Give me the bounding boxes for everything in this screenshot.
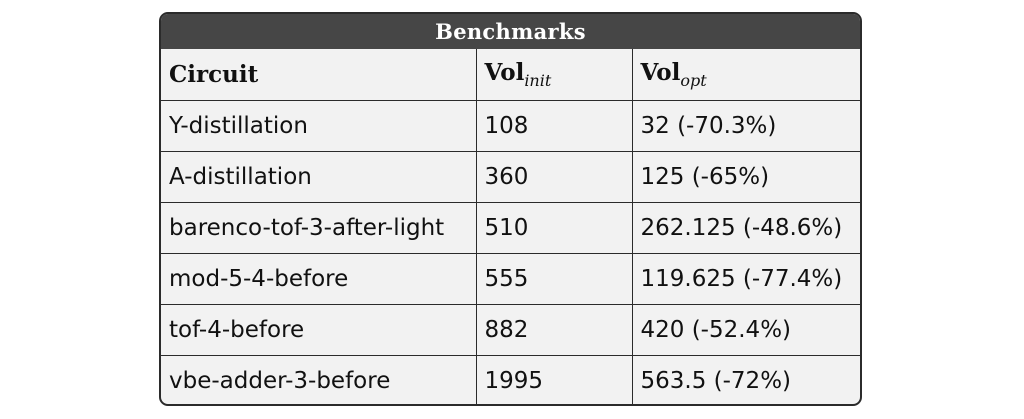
table-row: A-distillation 360 125 (-65%) — [161, 151, 860, 203]
cell-circuit: Y-distillation — [161, 100, 477, 152]
cell-vol-init: 108 — [476, 100, 633, 152]
cell-circuit: mod-5-4-before — [161, 253, 477, 305]
table-row: Y-distillation 108 32 (-70.3%) — [161, 100, 860, 152]
cell-vol-opt: 262.125 (-48.6%) — [632, 202, 860, 254]
cell-vol-init: 555 — [476, 253, 633, 305]
table-row: vbe-adder-3-before 1995 563.5 (-72%) — [161, 355, 860, 404]
cell-circuit: barenco-tof-3-after-light — [161, 202, 477, 254]
cell-circuit: vbe-adder-3-before — [161, 355, 477, 404]
cell-vol-opt: 563.5 (-72%) — [640, 368, 792, 394]
benchmarks-table-frame: Benchmarks Circuit Volinit Volopt Y-dist… — [159, 12, 862, 406]
header-row: Circuit Volinit Volopt — [161, 49, 860, 101]
table-title: Benchmarks — [161, 14, 860, 49]
header-vol-opt: Volopt — [632, 49, 860, 101]
cell-vol-init: 882 — [476, 304, 633, 356]
table-row: barenco-tof-3-after-light 510 262.125 (-… — [161, 202, 860, 254]
cell-vol-init: 1995 — [476, 355, 633, 404]
header-circuit: Circuit — [161, 49, 477, 101]
cell-vol-opt: 125 (-65%) — [632, 151, 860, 203]
cell-vol-opt: 119.625 (-77.4%) — [632, 253, 860, 305]
cell-circuit: tof-4-before — [161, 304, 477, 356]
cell-circuit: A-distillation — [161, 151, 477, 203]
cell-vol-init: 510 — [476, 202, 633, 254]
header-vol-init: Volinit — [476, 49, 633, 101]
table-row: tof-4-before 882 420 (-52.4%) — [161, 304, 860, 356]
benchmarks-table: Circuit Volinit Volopt Y-distillation 10… — [161, 49, 860, 404]
cell-vol-opt: 32 (-70.3%) — [632, 100, 860, 152]
table-row: mod-5-4-before 555 119.625 (-77.4%) — [161, 253, 860, 305]
cell-vol-opt: 420 (-52.4%) — [632, 304, 860, 356]
cell-vol-init: 360 — [476, 151, 633, 203]
